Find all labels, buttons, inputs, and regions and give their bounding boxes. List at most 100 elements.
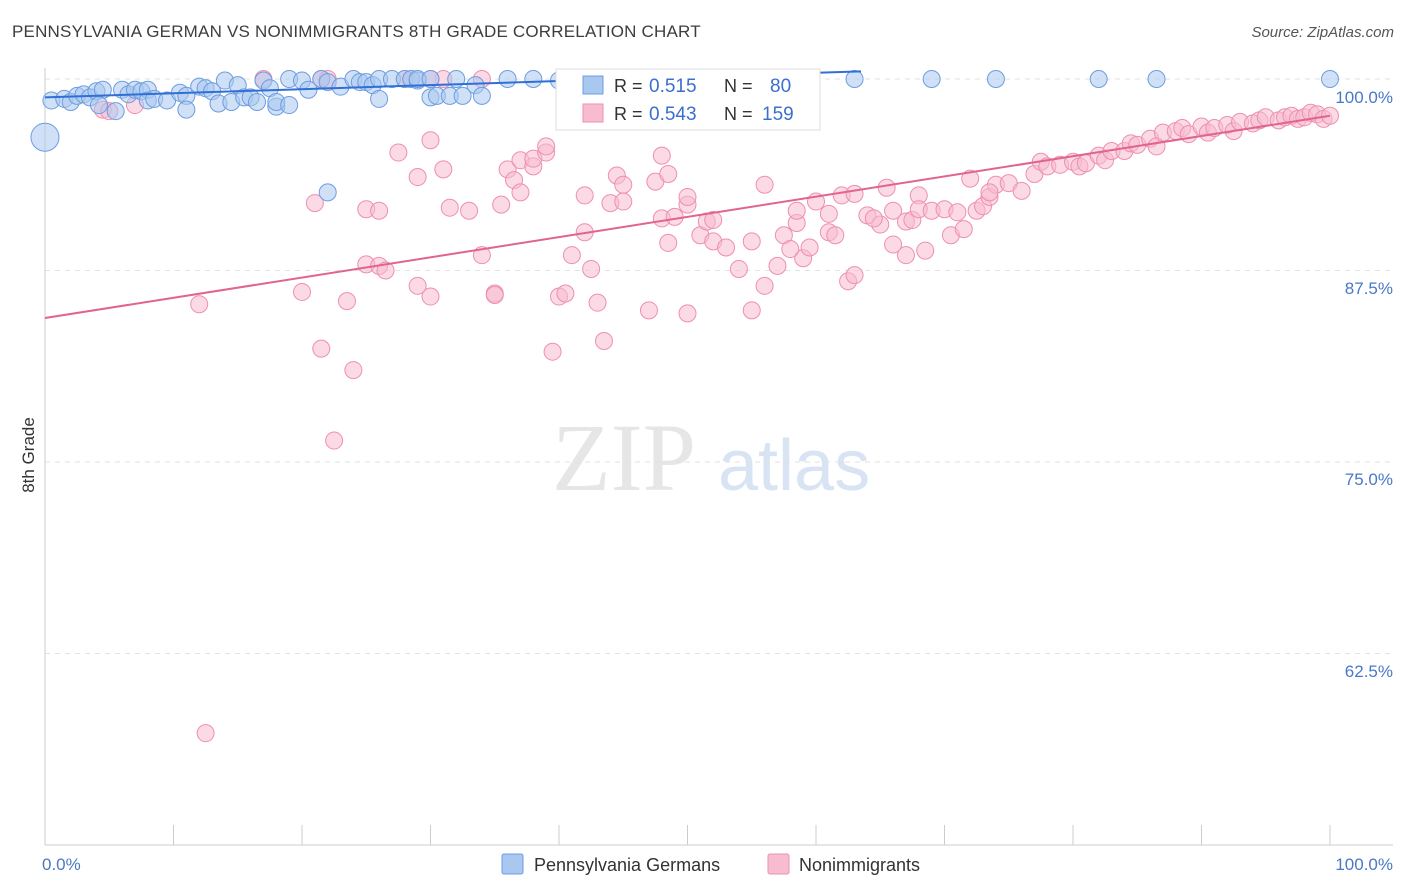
legend-n-label-blue: N = [724,76,753,96]
nonimmigrants-point [485,286,504,305]
nonimmigrants-point [659,233,678,252]
legend-r-value-pink: 0.543 [649,104,697,125]
nonimmigrants-point [190,295,209,314]
nonimmigrants-point [537,137,556,156]
series-legend-label-blue: Pennsylvania Germans [534,855,720,875]
pennsylvania-germans-point [370,89,389,108]
nonimmigrants-point [639,301,658,320]
nonimmigrants-point [948,203,967,222]
nonimmigrants-point [337,292,356,311]
x-tick-label-100: 100.0% [1335,855,1393,874]
pennsylvania-germans-point [30,122,60,152]
nonimmigrants-point [678,187,697,206]
nonimmigrants-point [819,204,838,223]
nonimmigrants-point [1012,181,1031,200]
nonimmigrants-point [742,232,761,251]
x-tick-label-0: 0.0% [42,855,81,874]
nonimmigrants-point [556,284,575,303]
nonimmigrants-point [768,256,787,275]
pennsylvania-germans-point [248,92,267,111]
pennsylvania-germans-point [472,86,491,105]
legend-n-label-pink: N = [724,104,753,124]
legend-r-value-blue: 0.515 [649,76,697,97]
nonimmigrants-point [704,210,723,229]
pennsylvania-germans-point [89,96,108,115]
series-legend-swatch-blue [501,853,524,875]
nonimmigrants-trend-line [44,114,1331,319]
nonimmigrants-point [434,160,453,179]
y-tick-label-62-5: 62.5% [1345,662,1393,681]
nonimmigrants-point [896,246,915,265]
nonimmigrants-point [293,282,311,301]
nonimmigrants-point [787,201,806,220]
pennsylvania-germans-point [421,70,440,88]
pennsylvania-germans-point [524,70,543,88]
nonimmigrants-point [742,301,761,320]
pennsylvania-germans-point [318,183,337,202]
legend-r-label-blue: R = [614,76,643,96]
y-tick-label-87-5: 87.5% [1345,279,1393,298]
gridlines [45,78,1390,654]
nonimmigrants-point [344,361,363,380]
nonimmigrants-point [594,331,613,350]
nonimmigrants-point [421,287,440,306]
nonimmigrants-point [408,276,427,295]
nonimmigrants-point [511,183,530,202]
legend-r-label-pink: R = [614,104,643,124]
nonimmigrants-point [961,169,980,188]
pennsylvania-germans-point [845,70,864,88]
legend-swatch-pink [582,103,604,123]
nonimmigrants-point [781,240,800,259]
nonimmigrants-point [755,175,774,194]
nonimmigrants-point [575,186,594,205]
nonimmigrants-point [614,192,633,211]
pennsylvania-germans-point [1147,70,1166,88]
nonimmigrants-point [492,195,511,214]
nonimmigrants-point [729,259,748,278]
pennsylvania-germans-point [1321,70,1339,88]
source-label: Source: ZipAtlas.com [1251,24,1394,41]
nonimmigrants-point [376,261,395,280]
pennsylvania-germans-point [453,86,472,105]
stats-legend: R = 0.515 N = 80 R = 0.543 N = 159 [555,68,821,131]
nonimmigrants-point [884,235,903,254]
nonimmigrants-point [588,293,607,312]
nonimmigrants-point [614,175,633,194]
nonimmigrants-point [954,220,973,239]
nonimmigrants-point [652,146,671,165]
watermark-zip: ZIP [552,404,696,511]
pennsylvania-germans-point [498,70,517,88]
nonimmigrants-point [678,304,697,323]
nonimmigrants-point [845,184,864,203]
legend-n-value-pink: 159 [762,104,794,125]
nonimmigrants-point [562,246,581,265]
chart-title: PENNSYLVANIA GERMAN VS NONIMMIGRANTS 8TH… [12,22,701,41]
series-legend: Pennsylvania Germans Nonimmigrants [501,853,920,875]
nonimmigrants-point [717,238,736,257]
legend-n-value-blue: 80 [770,76,791,97]
nonimmigrants-point [916,241,935,260]
pennsylvania-germans-point [177,100,196,119]
nonimmigrants-point [884,201,903,220]
nonimmigrants-point [196,724,215,743]
nonimmigrants-point [877,178,896,197]
nonimmigrants-point [472,246,491,265]
nonimmigrants-point [755,276,774,295]
nonimmigrants-point [370,201,389,220]
nonimmigrants-point [800,238,819,257]
nonimmigrants-point [408,168,427,187]
y-tick-label-75: 75.0% [1345,470,1393,489]
nonimmigrants-point [460,201,479,220]
nonimmigrants-point [421,131,440,150]
pennsylvania-germans-point [1089,70,1108,88]
pennsylvania-germans-point [986,70,1005,88]
watermark-atlas: atlas [718,426,870,506]
legend-swatch-blue [582,75,604,95]
nonimmigrants-point [543,342,562,361]
nonimmigrants-point [305,194,324,213]
axes [44,68,1393,846]
nonimmigrants-point [582,259,601,278]
nonimmigrants-point [389,143,408,162]
nonimmigrants-point [864,209,883,228]
